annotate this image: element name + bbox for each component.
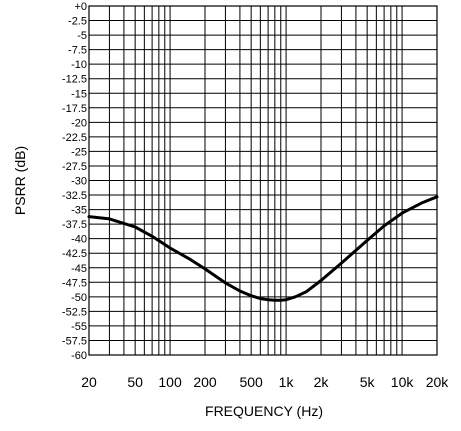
x-tick-label: 100 xyxy=(158,374,182,390)
y-tick-label: -32.5 xyxy=(62,190,87,202)
x-tick-label: 2k xyxy=(314,374,330,390)
y-tick-label: -30 xyxy=(71,176,87,188)
x-tick-label: 200 xyxy=(193,374,217,390)
x-tick-label: 20k xyxy=(426,374,450,390)
y-tick-label: -40 xyxy=(71,234,87,246)
x-tick-label: 5k xyxy=(360,374,376,390)
y-tick-label: -22.5 xyxy=(62,132,87,144)
x-tick-label: 1k xyxy=(279,374,295,390)
x-tick-label: 50 xyxy=(127,374,143,390)
y-tick-label: -15 xyxy=(71,88,87,100)
y-tick-label: -7.5 xyxy=(68,45,87,57)
y-tick-label: -5 xyxy=(77,30,87,42)
psrr-curve xyxy=(87,195,439,302)
x-tick-labels: 20 50 100 200 500 1k 2k 5k 10k 20k xyxy=(81,374,449,390)
y-tick-label: -45 xyxy=(71,263,87,275)
y-tick-label: -57.5 xyxy=(62,335,87,347)
y-tick-label: -17.5 xyxy=(62,103,87,115)
y-tick-label: -47.5 xyxy=(62,277,87,289)
y-tick-label: -52.5 xyxy=(62,306,87,318)
y-tick-label: -60 xyxy=(71,350,87,362)
y-tick-label: -2.5 xyxy=(68,16,87,28)
y-tick-label: -20 xyxy=(71,117,87,129)
y-tick-label: -27.5 xyxy=(62,161,87,173)
y-tick-label: -10 xyxy=(71,59,87,71)
y-tick-labels: +0 -2.5 -5 -7.5 -10 -12.5 -15 -17.5 -20 -22.5 -25 -… xyxy=(62,1,87,362)
y-tick-label: -42.5 xyxy=(62,248,87,260)
plot-frame xyxy=(88,5,438,356)
y-tick-label: -12.5 xyxy=(62,74,87,86)
y-tick-label: -37.5 xyxy=(62,219,87,231)
y-tick-label: -25 xyxy=(71,146,87,158)
grid-lines xyxy=(89,6,437,355)
x-tick-label: 20 xyxy=(81,374,97,390)
y-axis-label: PSRR (dB) xyxy=(12,146,28,215)
x-tick-label: 500 xyxy=(239,374,263,390)
x-tick-label: 10k xyxy=(391,374,415,390)
y-tick-label: -55 xyxy=(71,321,87,333)
y-tick-label: -50 xyxy=(71,292,87,304)
y-tick-label: +0 xyxy=(74,1,87,13)
x-axis-label: FREQUENCY (Hz) xyxy=(205,403,323,419)
y-tick-label: -35 xyxy=(71,205,87,217)
